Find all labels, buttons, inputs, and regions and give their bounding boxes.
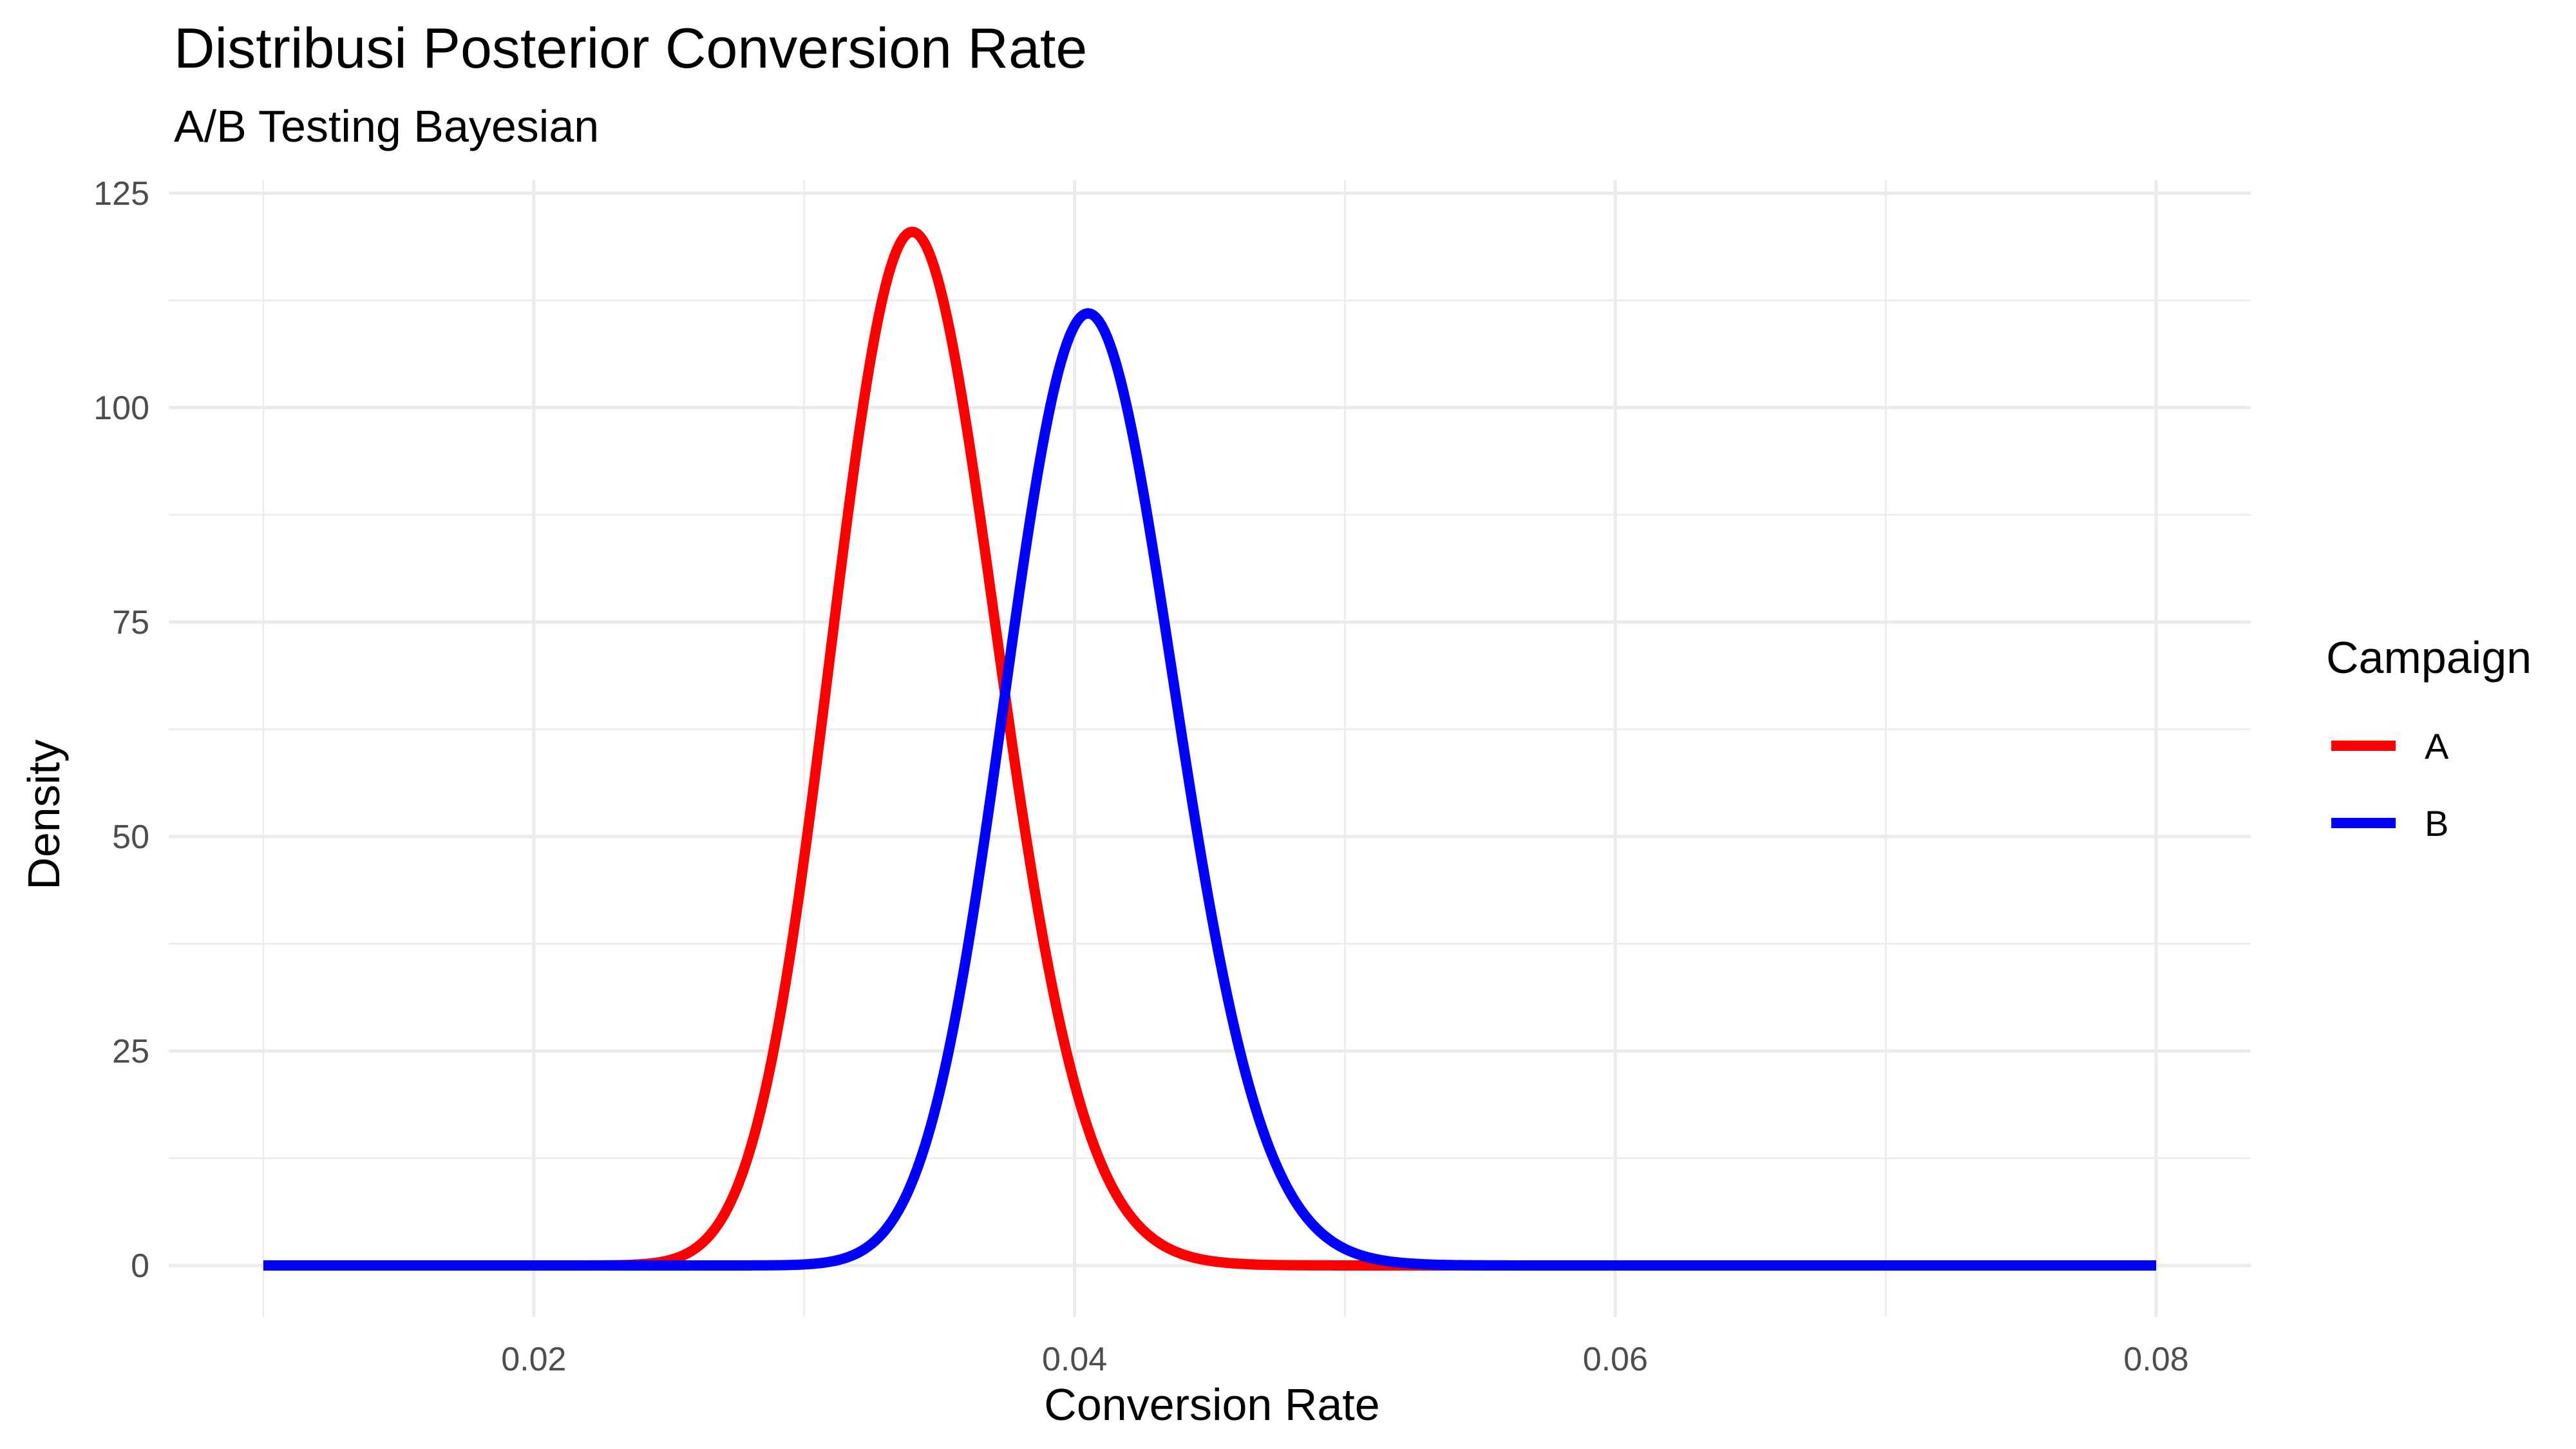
- y-tick-label: 0: [131, 1247, 149, 1285]
- y-axis-ticks: 0 25 50 75 100 125: [93, 175, 149, 1285]
- x-tick-label: 0.06: [1583, 1341, 1648, 1378]
- legend-label-a: A: [2425, 726, 2449, 766]
- y-tick-label: 75: [112, 604, 149, 641]
- legend: Campaign AB: [2326, 632, 2532, 844]
- y-tick-label: 125: [93, 175, 149, 213]
- y-axis-title: Density: [19, 739, 69, 889]
- chart-subtitle: A/B Testing Bayesian: [174, 101, 599, 151]
- x-tick-label: 0.08: [2123, 1341, 2188, 1378]
- chart-title: Distribusi Posterior Conversion Rate: [174, 16, 1087, 80]
- series-line-a: [261, 226, 2159, 1271]
- series-lines: [261, 226, 2159, 1271]
- y-tick-label: 50: [112, 819, 149, 856]
- grid-lines: [169, 180, 2251, 1317]
- x-tick-label: 0.02: [501, 1341, 566, 1378]
- series-line-b: [261, 308, 2159, 1271]
- legend-label-b: B: [2425, 803, 2448, 844]
- y-tick-label: 100: [93, 390, 149, 427]
- legend-title: Campaign: [2326, 632, 2532, 683]
- y-tick-label: 25: [112, 1033, 149, 1070]
- x-axis-ticks: 0.02 0.04 0.06 0.08: [501, 1341, 2188, 1378]
- legend-items: AB: [2331, 726, 2449, 844]
- x-tick-label: 0.04: [1042, 1341, 1107, 1378]
- x-axis-title: Conversion Rate: [1044, 1379, 1379, 1430]
